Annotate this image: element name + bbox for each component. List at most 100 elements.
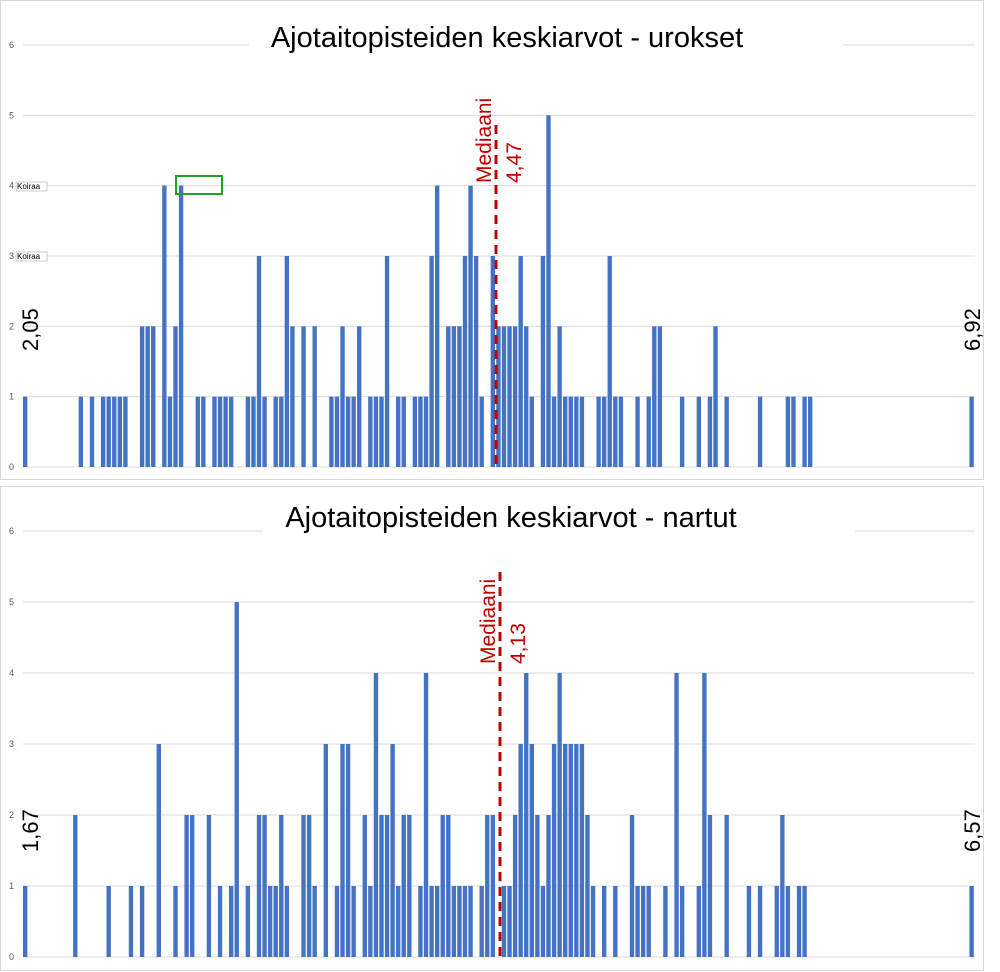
bar: [746, 886, 752, 957]
koiraa-label-4: Koiraa: [17, 182, 41, 191]
bar: [468, 185, 473, 468]
bar: [574, 396, 579, 467]
bar: [256, 256, 262, 467]
bar: [485, 815, 490, 957]
bar: [563, 744, 568, 957]
bar: [429, 886, 434, 957]
bar-series: [23, 115, 974, 468]
bar: [512, 815, 518, 957]
bar: [568, 744, 573, 957]
bar: [518, 744, 523, 957]
y-tick-label: 0: [9, 952, 14, 962]
bar: [106, 396, 111, 467]
bar: [379, 815, 384, 957]
bar: [574, 744, 579, 957]
bar: [112, 396, 117, 467]
bar: [451, 326, 457, 467]
bar: [128, 886, 134, 957]
y-axis-ticks: 0 1 2 3 4 5 6: [9, 526, 14, 962]
bar: [679, 886, 685, 957]
y-tick-label: 1: [9, 881, 14, 891]
bar: [284, 886, 290, 957]
bar: [384, 815, 390, 957]
y-tick-label: 5: [9, 597, 14, 607]
bar: [724, 396, 729, 467]
bar: [106, 886, 111, 957]
bar: [802, 396, 807, 467]
bar: [167, 396, 173, 467]
bar: [23, 886, 28, 957]
bar: [340, 744, 345, 957]
y-tick-label: 2: [9, 321, 14, 331]
range-max-label: 6,92: [960, 308, 985, 351]
bar: [696, 886, 702, 957]
bar: [557, 326, 562, 467]
bar: [757, 396, 763, 467]
bar: [151, 326, 156, 467]
bar: [501, 886, 507, 957]
bar: [145, 326, 150, 467]
y-tick-label: 6: [9, 40, 14, 50]
bar: [446, 815, 451, 957]
bar: [407, 815, 412, 957]
bar: [223, 396, 228, 467]
bar: [279, 396, 284, 467]
bar: [590, 886, 596, 957]
bar: [401, 815, 406, 957]
bar: [601, 396, 607, 467]
y-tick-label: 0: [9, 462, 14, 472]
bar: [579, 744, 585, 957]
bar: [674, 673, 679, 957]
bar: [312, 326, 317, 467]
bar: [368, 886, 373, 957]
bar: [546, 815, 551, 957]
bar: [334, 886, 340, 957]
bar: [663, 886, 668, 957]
y-tick-label: 4: [9, 668, 14, 678]
bar: [373, 673, 379, 957]
bar: [217, 886, 223, 957]
bar: [446, 326, 451, 467]
bar: [462, 256, 468, 467]
bar: [156, 744, 161, 957]
bar: [757, 886, 763, 957]
koiraa-tag-3: [15, 251, 48, 262]
bar: [100, 396, 106, 467]
koiraa-tag-4: [15, 181, 48, 192]
bar: [524, 673, 529, 957]
bar: [540, 886, 546, 957]
bar: [585, 815, 590, 957]
bar: [262, 815, 267, 957]
histogram-males: 0 1 2 3 4 5 6 Ajotaitopisteiden keskiarvot - u…: [9, 15, 985, 472]
bar: [707, 815, 713, 957]
bar: [184, 815, 189, 957]
bar: [696, 396, 702, 467]
chart-panel-females: 0 1 2 3 4 5 6 Ajotaitopisteiden keskiarvot - n…: [0, 486, 985, 971]
bar: [440, 815, 445, 957]
bar: [412, 396, 418, 467]
bar: [434, 185, 440, 468]
bar: [462, 886, 468, 957]
bar: [256, 815, 262, 957]
bar: [245, 396, 251, 467]
bar: [362, 815, 367, 957]
bar: [457, 326, 462, 467]
bar: [23, 396, 28, 467]
bar: [423, 396, 429, 467]
bar: [368, 396, 373, 467]
y-tick-label: 2: [9, 810, 14, 820]
bar: [657, 326, 663, 467]
bar: [357, 326, 362, 467]
bar: [551, 744, 557, 957]
y-axis-ticks: 0 1 2 3 4 5 6: [9, 40, 14, 472]
bar: [173, 326, 178, 467]
bar: [707, 396, 713, 467]
bar: [434, 886, 440, 957]
y-tick-label: 4: [9, 181, 14, 191]
bar: [507, 326, 512, 467]
bar: [162, 185, 167, 468]
bar: [557, 673, 562, 957]
bar: [173, 886, 178, 957]
bar: [418, 886, 423, 957]
bar: [384, 256, 390, 467]
